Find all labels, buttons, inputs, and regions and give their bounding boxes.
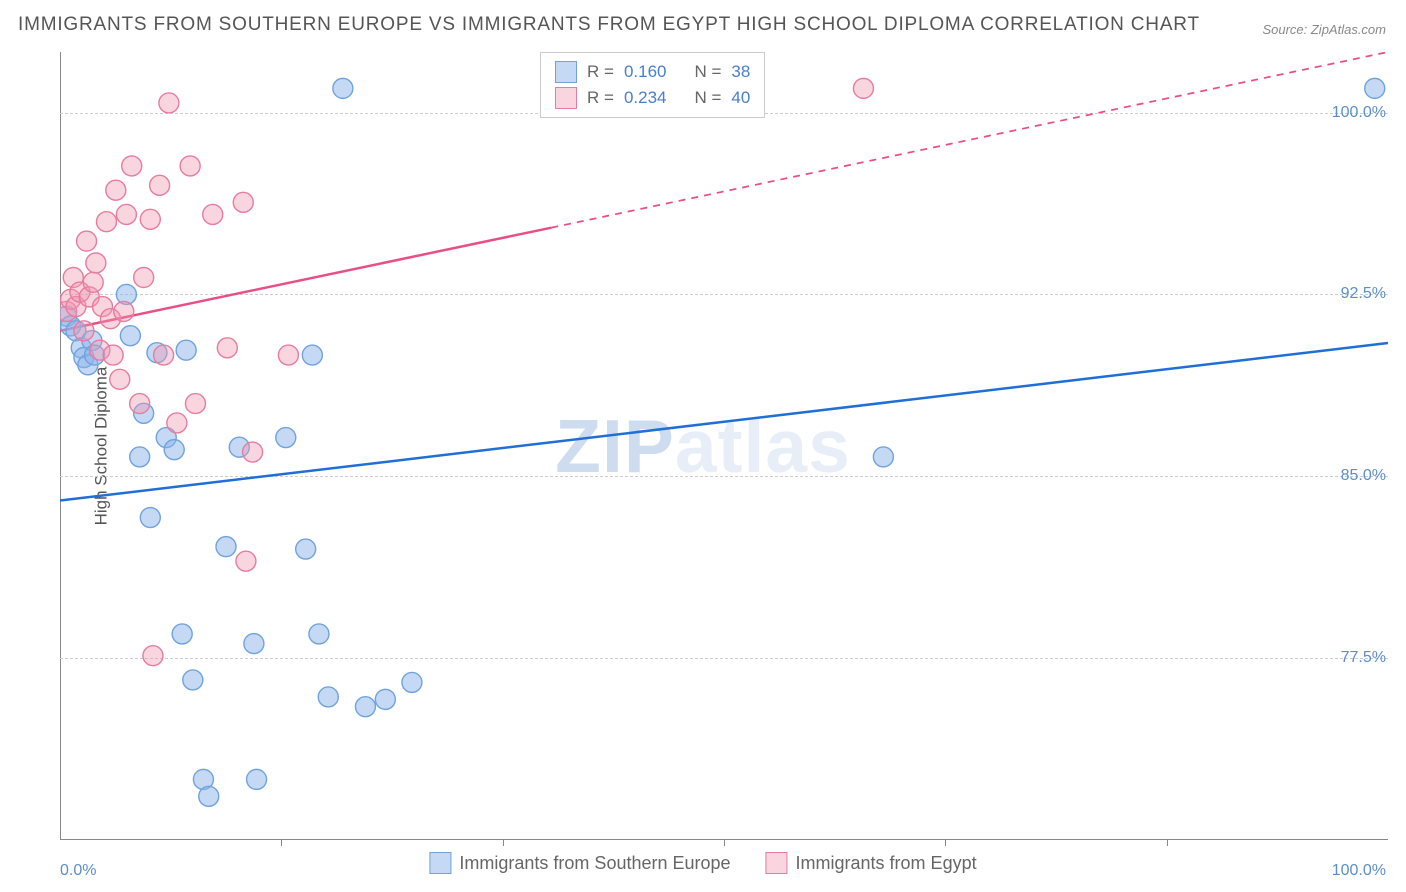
legend-swatch-pink xyxy=(555,87,577,109)
data-point xyxy=(333,78,353,98)
data-point xyxy=(143,646,163,666)
data-point xyxy=(150,175,170,195)
data-point xyxy=(247,769,267,789)
data-point xyxy=(110,369,130,389)
data-point xyxy=(77,231,97,251)
data-point xyxy=(244,634,264,654)
data-point xyxy=(309,624,329,644)
data-point xyxy=(86,253,106,273)
source-prefix: Source: xyxy=(1262,22,1310,37)
chart-title: IMMIGRANTS FROM SOUTHERN EUROPE VS IMMIG… xyxy=(18,14,1200,36)
x-tick-mark xyxy=(724,840,725,846)
data-point xyxy=(233,192,253,212)
legend-r-label: R = xyxy=(587,88,614,108)
data-point xyxy=(176,340,196,360)
data-point xyxy=(276,428,296,448)
data-point xyxy=(106,180,126,200)
data-point xyxy=(130,394,150,414)
data-point xyxy=(217,338,237,358)
data-point xyxy=(296,539,316,559)
data-point xyxy=(159,93,179,113)
series-legend: Immigrants from Southern Europe Immigran… xyxy=(429,852,976,874)
data-point xyxy=(375,689,395,709)
data-point xyxy=(134,267,154,287)
data-point xyxy=(873,447,893,467)
x-tick-mark xyxy=(1167,840,1168,846)
data-point xyxy=(130,447,150,467)
data-point xyxy=(199,786,219,806)
data-point xyxy=(183,670,203,690)
data-point xyxy=(236,551,256,571)
data-point xyxy=(185,394,205,414)
legend-item-series2: Immigrants from Egypt xyxy=(766,852,977,874)
source-name: ZipAtlas.com xyxy=(1311,22,1386,37)
data-point xyxy=(116,204,136,224)
data-point xyxy=(96,212,116,232)
x-tick-mark xyxy=(281,840,282,846)
data-point xyxy=(164,440,184,460)
correlation-legend: R = 0.160 N = 38 R = 0.234 N = 40 xyxy=(540,52,765,118)
legend-r-value-1: 0.160 xyxy=(624,62,667,82)
legend-r-label: R = xyxy=(587,62,614,82)
legend-item-series1: Immigrants from Southern Europe xyxy=(429,852,730,874)
x-tick-mark xyxy=(503,840,504,846)
data-point xyxy=(167,413,187,433)
data-point xyxy=(302,345,322,365)
data-point xyxy=(216,537,236,557)
scatter-svg xyxy=(60,52,1388,840)
legend-n-label: N = xyxy=(694,62,721,82)
data-point xyxy=(114,301,134,321)
x-axis-max-label: 100.0% xyxy=(1332,862,1386,880)
data-point xyxy=(120,326,140,346)
data-point xyxy=(278,345,298,365)
data-point xyxy=(1365,78,1385,98)
data-point xyxy=(853,78,873,98)
x-tick-mark xyxy=(945,840,946,846)
legend-n-value-1: 38 xyxy=(731,62,750,82)
data-point xyxy=(74,321,94,341)
data-point xyxy=(203,204,223,224)
data-point xyxy=(140,209,160,229)
legend-swatch-blue xyxy=(429,852,451,874)
data-point xyxy=(402,672,422,692)
data-point xyxy=(172,624,192,644)
data-point xyxy=(154,345,174,365)
source-attribution: Source: ZipAtlas.com xyxy=(1262,22,1386,37)
data-point xyxy=(318,687,338,707)
legend-row-series1: R = 0.160 N = 38 xyxy=(555,59,750,85)
legend-swatch-blue xyxy=(555,61,577,83)
legend-label-series2: Immigrants from Egypt xyxy=(796,853,977,874)
data-point xyxy=(83,272,103,292)
data-point xyxy=(103,345,123,365)
x-axis-min-label: 0.0% xyxy=(60,862,96,880)
legend-n-value-2: 40 xyxy=(731,88,750,108)
data-point xyxy=(140,508,160,528)
trend-line xyxy=(60,343,1388,501)
legend-swatch-pink xyxy=(766,852,788,874)
data-point xyxy=(180,156,200,176)
legend-r-value-2: 0.234 xyxy=(624,88,667,108)
data-point xyxy=(355,697,375,717)
legend-n-label: N = xyxy=(694,88,721,108)
legend-label-series1: Immigrants from Southern Europe xyxy=(459,853,730,874)
data-point xyxy=(122,156,142,176)
legend-row-series2: R = 0.234 N = 40 xyxy=(555,85,750,111)
data-point xyxy=(243,442,263,462)
